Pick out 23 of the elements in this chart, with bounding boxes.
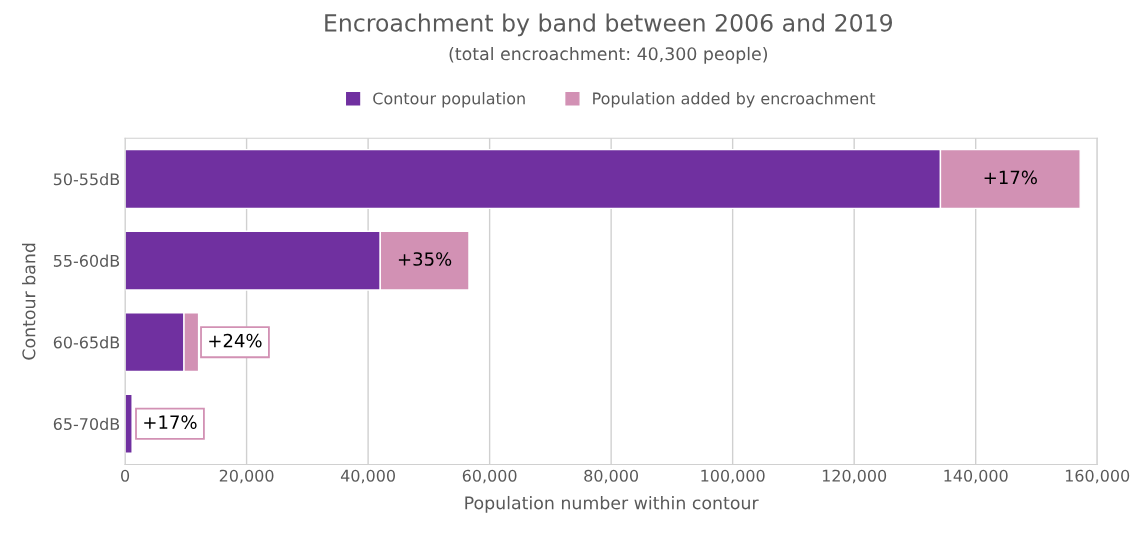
chart-subtitle: (total encroachment: 40,300 people) xyxy=(449,46,768,64)
x-tick-label: 120,000 xyxy=(822,469,887,484)
x-tick-label: 60,000 xyxy=(462,469,517,484)
x-tick-label: 100,000 xyxy=(701,469,765,484)
legend-label: Population added by encroachment xyxy=(593,92,876,108)
x-tick-label: 160,000 xyxy=(1065,469,1130,484)
chart-title: Encroachment by band between 2006 and 2019 xyxy=(325,13,893,37)
y-tick-label: 65-70dB xyxy=(53,417,120,431)
x-tick-label: 80,000 xyxy=(584,469,639,484)
x-tick-label: 0 xyxy=(121,469,130,482)
x-tick-label: 140,000 xyxy=(944,469,1008,484)
annotation: +17% xyxy=(984,170,1037,185)
y-axis-title: Contour band xyxy=(22,243,36,360)
y-tick-label: 50-55dB xyxy=(53,172,120,186)
legend-label: Contour population xyxy=(373,92,525,108)
x-tick-label: 20,000 xyxy=(219,469,274,484)
annotation: +24% xyxy=(209,333,262,348)
x-tick-label: 40,000 xyxy=(340,469,395,484)
x-axis-title: Population number within contour xyxy=(465,495,759,513)
y-tick-label: 60-65dB xyxy=(53,336,120,349)
annotation: +17% xyxy=(144,415,197,429)
y-tick-label: 55-60dB xyxy=(53,254,120,267)
annotation: +35% xyxy=(398,252,452,266)
